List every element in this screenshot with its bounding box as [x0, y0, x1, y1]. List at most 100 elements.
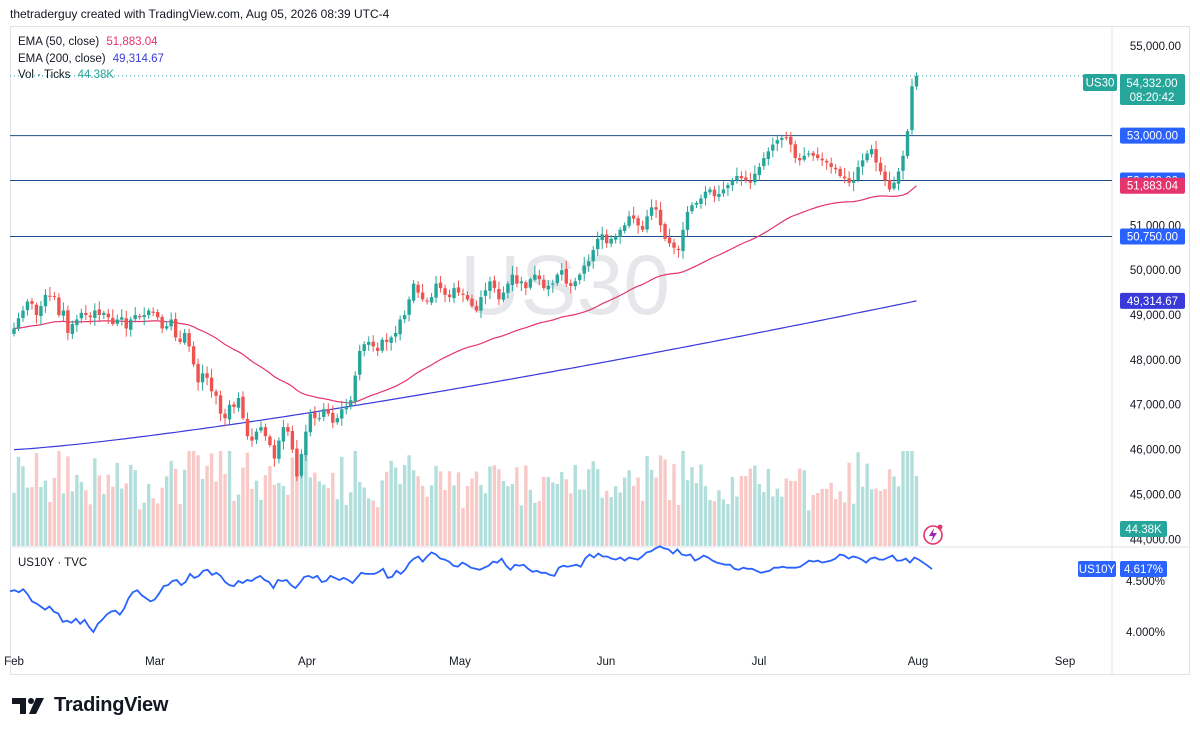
ema50-price-label: 51,883.04: [1120, 177, 1185, 194]
volume-bar: [21, 466, 25, 546]
candle-body: [331, 412, 335, 423]
volume-bar: [331, 472, 335, 546]
us10y-axis-tick: 4.500%: [1126, 576, 1165, 588]
volume-bar: [30, 487, 34, 546]
candle-body: [75, 319, 79, 326]
volume-bar: [771, 496, 775, 546]
volume-bar: [75, 475, 79, 546]
volume-bar: [640, 500, 645, 546]
volume-bar: [842, 502, 847, 546]
volume-bar: [573, 464, 577, 546]
legend-us10y[interactable]: US10Y · TVC: [18, 555, 87, 571]
volume-bar: [905, 451, 910, 546]
time-axis-tick: Mar: [145, 656, 165, 668]
last-price-value: 54,332.00: [1126, 78, 1177, 90]
candle-body: [573, 281, 577, 287]
lightning-icon[interactable]: [923, 524, 943, 545]
candle-body: [182, 332, 187, 343]
candle-body: [519, 281, 524, 284]
candle-body: [340, 409, 344, 419]
candle-body: [627, 216, 631, 226]
volume-bar: [299, 475, 304, 546]
candle-body: [604, 234, 609, 244]
volume-bar: [833, 499, 838, 546]
volume-bar: [622, 477, 627, 546]
tradingview-logo[interactable]: TradingView: [12, 694, 168, 717]
candle-body: [447, 294, 452, 298]
volume-bar: [542, 476, 546, 546]
volume-bar: [57, 451, 61, 546]
volume-bar: [313, 472, 317, 546]
candle-body: [591, 250, 595, 262]
candle-body: [488, 281, 492, 291]
legend-volume[interactable]: Vol · Ticks 44.38K: [18, 67, 114, 83]
candle-body: [200, 373, 205, 383]
candle-body: [169, 319, 173, 327]
candle-body: [524, 282, 528, 289]
candle-body: [820, 158, 824, 161]
volume-bar: [793, 481, 797, 546]
candle-body: [214, 391, 218, 396]
volume-bar: [892, 476, 896, 546]
candle-body: [578, 274, 582, 281]
ema200-price-label: 49,314.67: [1120, 292, 1185, 309]
volume-bar: [699, 464, 703, 546]
candle-body: [587, 261, 591, 267]
candle-body: [676, 248, 681, 250]
candle-body: [393, 332, 398, 337]
volume-bar: [654, 477, 658, 546]
volume-bar: [160, 487, 164, 546]
legend-ema50[interactable]: EMA (50, close) 51,883.04: [18, 34, 158, 50]
volume-bar: [726, 504, 730, 546]
volume-bar: [757, 484, 762, 546]
candle-body: [622, 225, 627, 231]
candle-body: [569, 283, 573, 286]
legend-ema200[interactable]: EMA (200, close) 49,314.67: [18, 51, 164, 67]
candle-body: [735, 176, 739, 181]
candle-body: [335, 418, 339, 423]
volume-bar: [636, 477, 640, 546]
candle-body: [48, 295, 52, 297]
volume-bar: [281, 485, 286, 546]
volume-bar: [290, 457, 295, 546]
candle-body: [775, 140, 779, 144]
candle-body: [84, 312, 88, 316]
time-axis-tick: Jul: [752, 656, 767, 668]
candle-body: [757, 167, 762, 176]
volume-bar: [546, 476, 551, 546]
candle-body: [887, 180, 892, 190]
candle-body: [699, 198, 703, 204]
candle-body: [771, 144, 775, 151]
volume-bar: [349, 492, 353, 546]
volume-bar: [604, 490, 609, 546]
candle-body: [712, 189, 717, 197]
volume-bar: [506, 486, 510, 546]
candle-body: [389, 337, 393, 343]
candle-body: [61, 310, 66, 316]
candle-body: [618, 229, 622, 237]
volume-bar: [61, 493, 66, 546]
volume-bar: [479, 485, 483, 546]
volume-bar: [784, 478, 788, 546]
us10y-price-label-text: 4.617%: [1124, 564, 1163, 576]
volume-bar: [164, 476, 169, 546]
volume-bar: [910, 451, 914, 546]
candle-body: [129, 319, 133, 330]
volume-bar: [268, 466, 272, 546]
candle-body: [205, 373, 209, 378]
volume-bar: [389, 460, 393, 546]
candle-body: [483, 290, 488, 296]
time-axis-tick: Jun: [597, 656, 616, 668]
volume-bar: [649, 469, 654, 546]
volume-bar: [694, 483, 699, 546]
candle-body: [874, 149, 878, 163]
volume-bar: [609, 497, 613, 546]
volume-bar: [187, 451, 191, 546]
candle-body: [209, 377, 214, 392]
candle-body: [281, 427, 286, 442]
candle-body: [658, 209, 663, 226]
volume-bar: [115, 462, 119, 546]
price-axis-tick: 45,000.00: [1130, 489, 1181, 501]
volume-bar: [685, 480, 690, 546]
